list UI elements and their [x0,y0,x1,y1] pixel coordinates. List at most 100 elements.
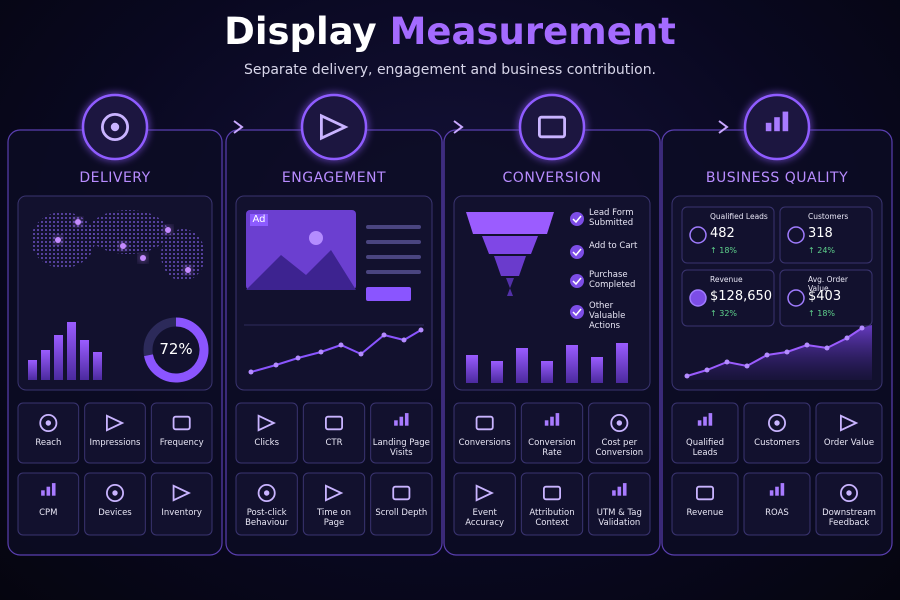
deco-line [686,327,863,377]
deco-bar [67,322,76,380]
icon [41,490,45,496]
metric-value: $403 [808,289,842,304]
check-mark [572,215,582,224]
icon [101,113,130,142]
icon [774,117,780,132]
card [671,472,739,536]
tile-label: Revenue [686,508,724,518]
deco-area [687,325,872,380]
deco-bar [41,350,50,380]
map [161,229,205,281]
funnel-step-label: Other Valuable Actions [589,301,626,331]
icon [610,413,629,432]
map-point [55,237,61,243]
deco-bar [516,348,528,383]
icon [544,420,549,426]
card [370,472,433,536]
icon [475,415,494,431]
card [150,402,213,464]
deco-point [401,337,407,343]
map-point [185,267,191,273]
tile-label: Scroll Depth [375,508,428,518]
icon [612,490,616,496]
arrow-head [233,120,244,134]
metric-label: Customers [808,212,849,221]
metric-change: ↑ 32% [710,309,738,318]
icon [324,415,343,431]
deco-point [744,363,750,369]
title: Display Measurement [0,10,900,53]
icon [703,416,707,426]
icon [550,416,554,426]
icon [110,122,120,132]
icon [774,420,780,426]
icon [782,111,789,132]
icon [172,415,191,431]
subtitle: Separate delivery, engagement and busine… [243,62,657,78]
funnel-step-label: Add to Cart [589,241,638,251]
deco-point [784,349,790,355]
icon [708,413,713,426]
icon [840,483,859,502]
step-icon-ring [518,93,586,161]
deco-bar [80,340,89,380]
icon [106,414,125,432]
card [671,402,739,464]
card [17,402,80,464]
card [17,472,80,536]
tile-label: Order Value [823,438,875,448]
icon [257,414,276,432]
deco-bar [54,335,63,380]
tile-label: Customers [754,438,800,448]
deco-point [859,325,865,331]
metric-icon [787,289,805,307]
card [302,402,366,464]
column-heading: CONVERSION [502,170,602,186]
metric-change: ↑ 18% [710,246,738,255]
tile-label: Devices [98,508,132,518]
metric-icon [689,289,707,307]
metric-icon [787,226,805,244]
card [84,472,146,536]
tile-label: Impressions [89,438,141,448]
card [302,472,366,536]
icon [765,122,772,132]
card [779,269,873,327]
ad-label: Ad [250,214,268,226]
funnel-step-label: Purchase Completed [589,270,636,290]
funnel-step [466,212,554,234]
card [520,402,584,464]
deco-bar [591,357,603,383]
metric-label: Qualified Leads [710,212,768,221]
tile-label: Frequency [159,438,204,448]
tile-label: UTM & Tag Validation [596,508,642,528]
card [743,402,811,464]
metric-icon [689,226,707,244]
tile-label: Conversions [458,438,511,448]
icon [399,416,404,426]
icon [45,420,52,426]
icon [263,490,270,496]
text-line [366,240,421,244]
deco-point [418,327,424,333]
card [588,402,651,464]
card [815,402,883,464]
check [570,212,584,226]
text-line [366,255,421,259]
icon [846,490,852,496]
tile-label: ROAS [765,508,789,518]
title-part: Measurement [389,10,676,53]
metric-change: ↑ 18% [808,309,836,318]
metric-value: $128,650 [710,289,773,304]
tile-label: Conversion Rate [528,438,576,458]
map [88,210,168,254]
deco-point [273,362,279,368]
icon [697,420,702,426]
tile-label: Event Accuracy [465,508,505,528]
check [570,305,584,319]
icon [475,484,494,502]
deco-point [295,355,301,361]
column-heading: ENGAGEMENT [281,170,387,186]
icon [325,484,344,502]
